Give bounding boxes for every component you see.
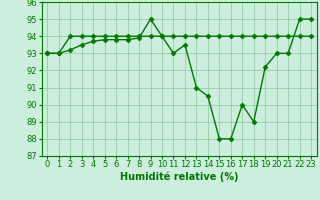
X-axis label: Humidité relative (%): Humidité relative (%)	[120, 172, 238, 182]
